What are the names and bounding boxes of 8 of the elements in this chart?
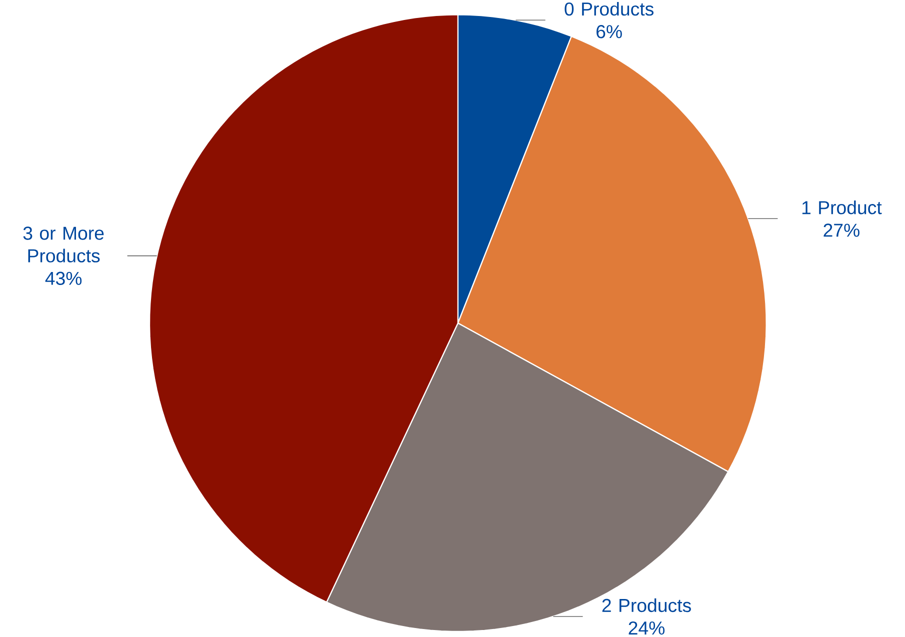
data-label: 24% (628, 622, 665, 635)
slice-label: 1 Product (802, 200, 882, 214)
data-label: 27% (824, 224, 860, 237)
data-label: 6% (596, 25, 622, 38)
slice-label: 0 Products (564, 2, 654, 16)
data-label: 43% (45, 272, 82, 286)
slice-label: 2 Products (602, 598, 691, 612)
slice-label: 3 or More Products (23, 226, 104, 263)
